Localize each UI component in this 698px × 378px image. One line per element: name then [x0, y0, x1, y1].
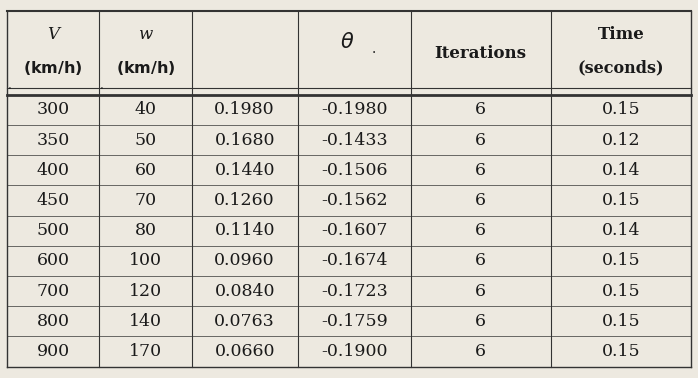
Text: 0.1140: 0.1140	[214, 222, 275, 239]
Text: 0.15: 0.15	[602, 313, 640, 330]
Text: 0.15: 0.15	[602, 253, 640, 270]
Text: 6: 6	[475, 313, 487, 330]
Text: 400: 400	[37, 162, 70, 179]
Text: 300: 300	[36, 101, 70, 118]
Text: 6: 6	[475, 162, 487, 179]
Text: 120: 120	[129, 283, 162, 300]
Text: 900: 900	[36, 343, 70, 360]
Text: -0.1562: -0.1562	[321, 192, 387, 209]
Text: Time: Time	[597, 26, 644, 43]
Text: 6: 6	[475, 253, 487, 270]
Text: 6: 6	[475, 192, 487, 209]
Text: 0.15: 0.15	[602, 343, 640, 360]
Text: 800: 800	[37, 313, 70, 330]
Text: 80: 80	[135, 222, 156, 239]
Text: w: w	[138, 26, 153, 43]
Text: .: .	[371, 42, 376, 56]
Text: 6: 6	[475, 222, 487, 239]
Text: -0.1723: -0.1723	[321, 283, 387, 300]
Text: 170: 170	[129, 343, 162, 360]
Text: 6: 6	[475, 343, 487, 360]
Text: -0.1506: -0.1506	[321, 162, 387, 179]
Text: 0.0960: 0.0960	[214, 253, 275, 270]
Text: 0.0840: 0.0840	[214, 283, 275, 300]
Text: 700: 700	[36, 283, 70, 300]
Text: 350: 350	[36, 132, 70, 149]
Text: 0.15: 0.15	[602, 283, 640, 300]
Text: 450: 450	[36, 192, 70, 209]
Text: -0.1759: -0.1759	[321, 313, 387, 330]
Text: -0.1607: -0.1607	[321, 222, 387, 239]
Text: 0.15: 0.15	[602, 101, 640, 118]
Text: -0.1674: -0.1674	[321, 253, 387, 270]
Text: 100: 100	[129, 253, 162, 270]
Text: Iterations: Iterations	[435, 45, 527, 62]
Text: 0.1680: 0.1680	[214, 132, 275, 149]
Text: 40: 40	[135, 101, 156, 118]
Text: 500: 500	[36, 222, 70, 239]
Text: -0.1980: -0.1980	[321, 101, 387, 118]
Text: 70: 70	[135, 192, 156, 209]
Text: V: V	[47, 26, 59, 43]
Text: 0.14: 0.14	[602, 162, 640, 179]
Text: (seconds): (seconds)	[578, 60, 664, 77]
Text: -0.1433: -0.1433	[321, 132, 387, 149]
Text: 0.12: 0.12	[602, 132, 640, 149]
Text: 0.1980: 0.1980	[214, 101, 275, 118]
Text: 6: 6	[475, 283, 487, 300]
Text: 0.14: 0.14	[602, 222, 640, 239]
Text: 6: 6	[475, 101, 487, 118]
Text: $\mathbf{(km/h)}$: $\mathbf{(km/h)}$	[23, 59, 83, 77]
Text: $\theta$: $\theta$	[340, 32, 355, 52]
Text: 0.1440: 0.1440	[214, 162, 275, 179]
Text: .: .	[100, 79, 104, 92]
Text: 600: 600	[37, 253, 70, 270]
Text: 60: 60	[135, 162, 156, 179]
Text: $\mathbf{(km/h)}$: $\mathbf{(km/h)}$	[116, 59, 175, 77]
Text: 0.0763: 0.0763	[214, 313, 275, 330]
Text: 6: 6	[475, 132, 487, 149]
Text: 50: 50	[135, 132, 156, 149]
Text: 0.0660: 0.0660	[214, 343, 275, 360]
Text: .: .	[8, 79, 12, 92]
Text: 0.15: 0.15	[602, 192, 640, 209]
Text: -0.1900: -0.1900	[321, 343, 387, 360]
Text: 140: 140	[129, 313, 162, 330]
Text: 0.1260: 0.1260	[214, 192, 275, 209]
